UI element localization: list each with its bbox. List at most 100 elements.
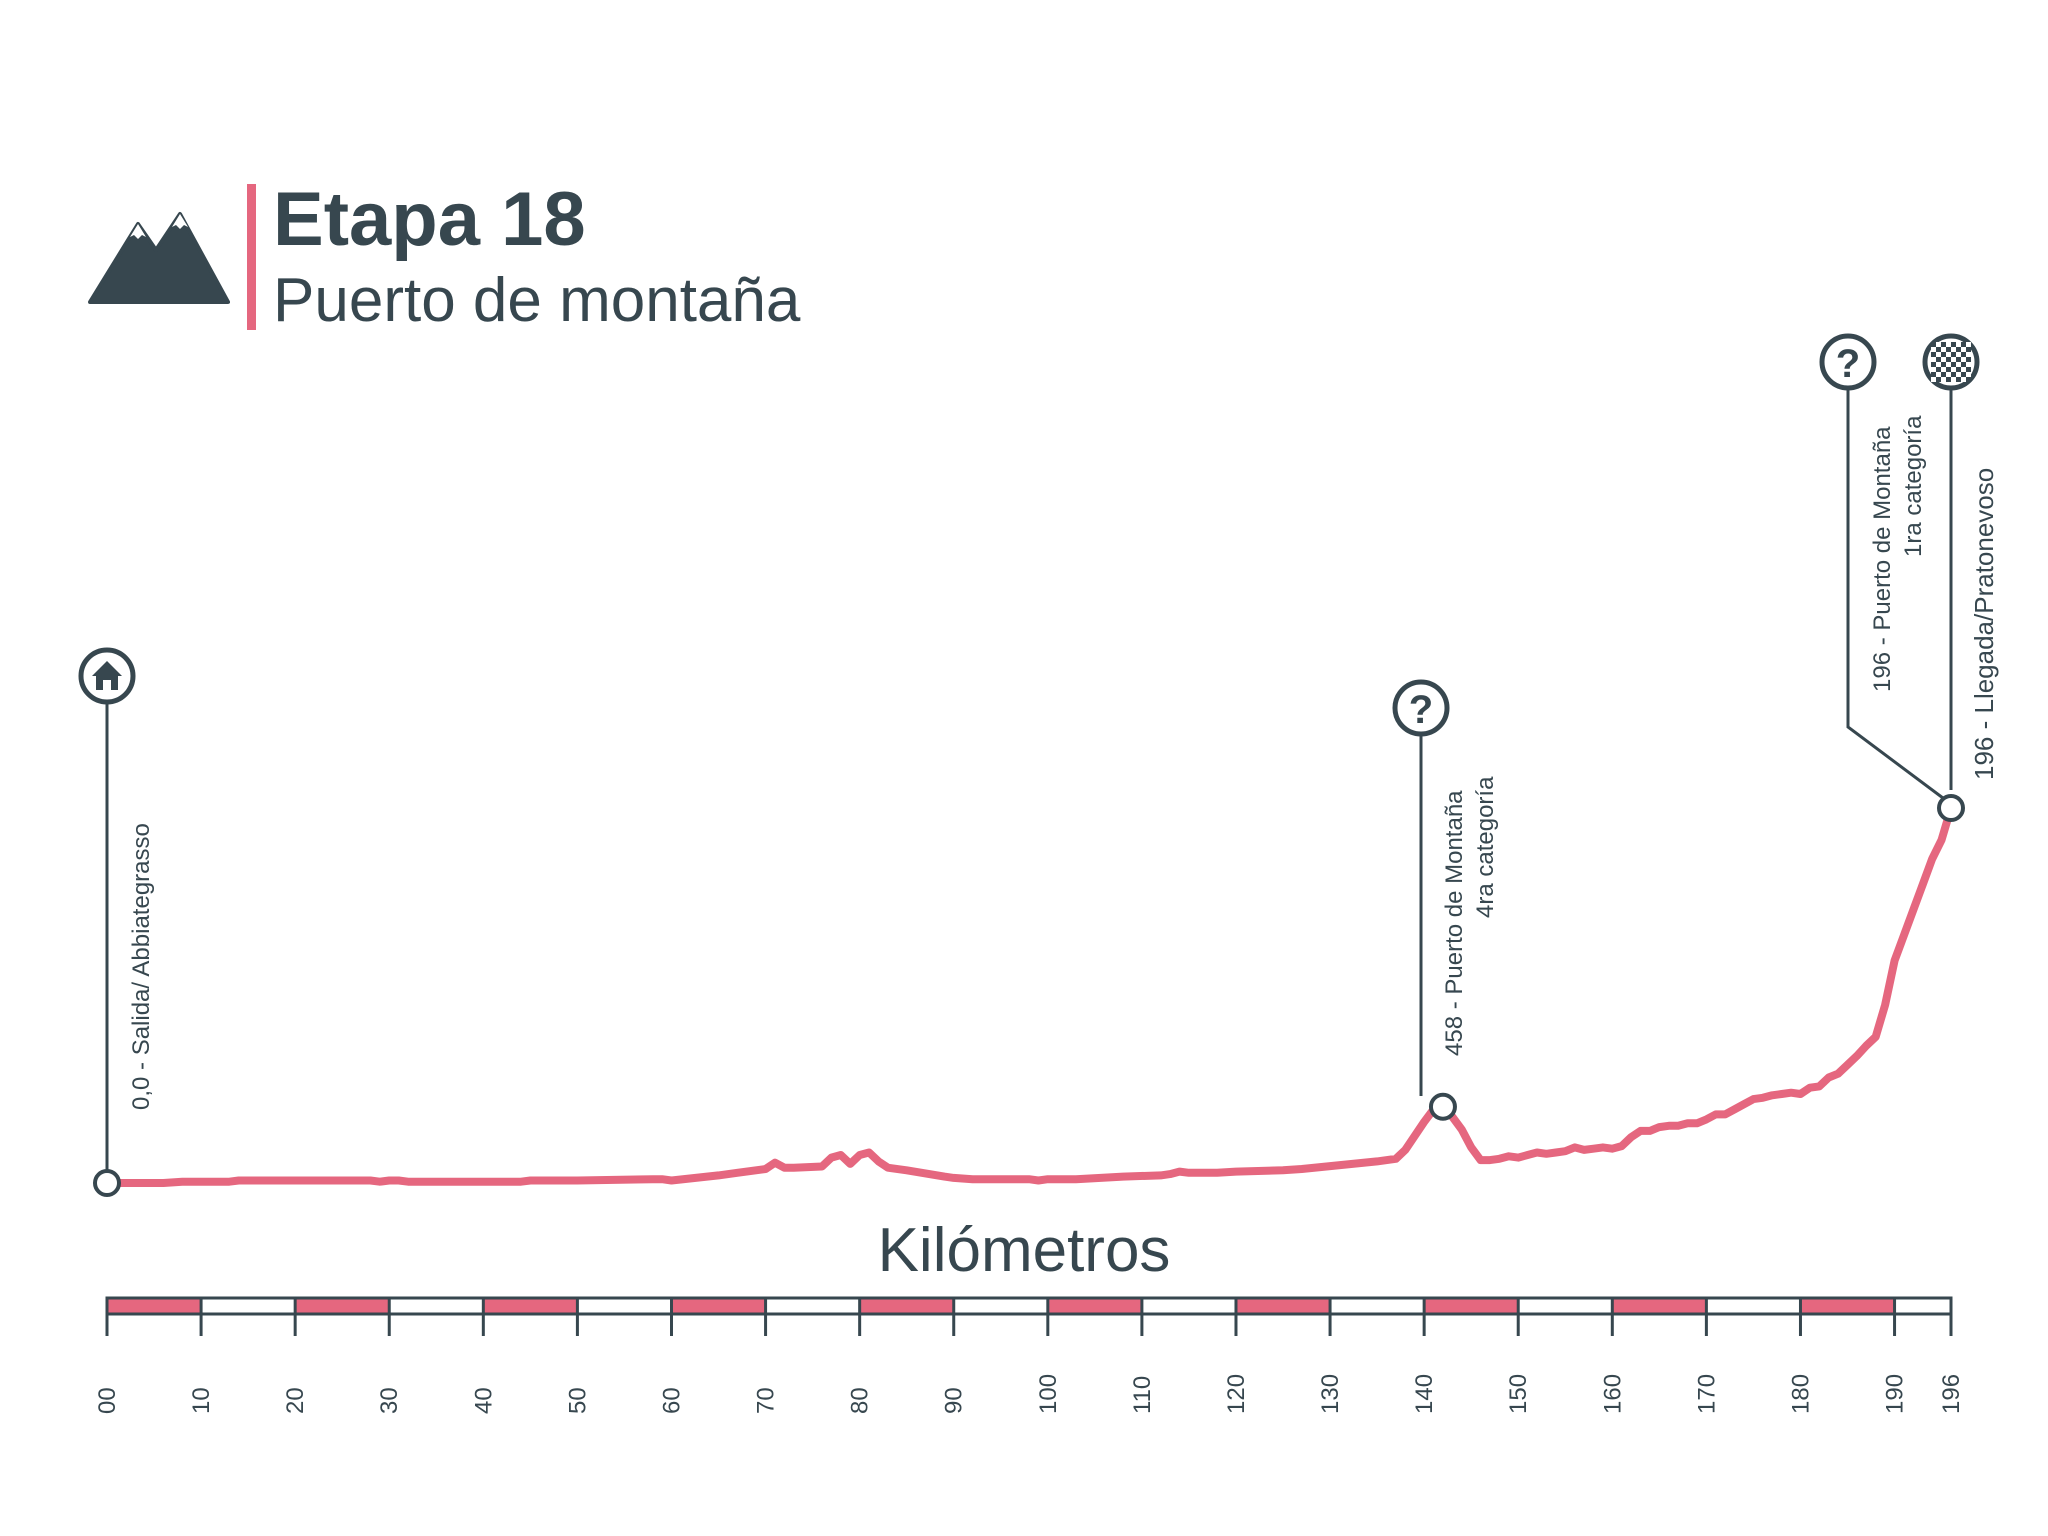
- home-icon: [92, 661, 122, 690]
- checker-square: [1966, 372, 1971, 377]
- checker-square: [1956, 362, 1961, 367]
- checker-square: [1951, 367, 1956, 372]
- checker-square: [1961, 362, 1966, 367]
- checker-square: [1936, 342, 1941, 347]
- finish-label: 196 - Llegada/Pratonevoso: [1969, 468, 1999, 780]
- checker-square: [1931, 342, 1936, 347]
- checker-square: [1956, 367, 1961, 372]
- summit-marker: ? 196 - Puerto de Montaña 1ra categoría: [1819, 333, 1952, 806]
- axis-segment: [1894, 1298, 1951, 1314]
- checker-square: [1941, 362, 1946, 367]
- checker-square: [1966, 367, 1971, 372]
- axis-tick-label: 110: [1129, 1376, 1156, 1414]
- checker-square: [1966, 347, 1971, 352]
- checker-square: [1966, 377, 1971, 382]
- axis-segment: [859, 1298, 954, 1314]
- checker-square: [1951, 372, 1956, 377]
- axis-segment: [107, 1298, 202, 1314]
- checker-square: [1936, 362, 1941, 367]
- axis-segment: [1800, 1298, 1895, 1314]
- checker-square: [1961, 347, 1966, 352]
- axis-segment: [1424, 1298, 1519, 1314]
- axis-tick-label: 20: [282, 1387, 309, 1414]
- checker-square: [1931, 377, 1936, 382]
- checker-square: [1966, 357, 1971, 362]
- axis-tick-label: 196: [1938, 1374, 1965, 1414]
- climb-point: [1428, 1092, 1457, 1121]
- checker-square: [1941, 342, 1946, 347]
- axis-segment: [1330, 1298, 1425, 1314]
- axis-segment: [1612, 1298, 1707, 1314]
- checker-square: [1956, 372, 1961, 377]
- axis-segment: [1047, 1298, 1142, 1314]
- checker-square: [1961, 377, 1966, 382]
- checker-square: [1941, 357, 1946, 362]
- checker-square: [1966, 342, 1971, 347]
- checker-square: [1961, 342, 1966, 347]
- start-point: [93, 1169, 121, 1197]
- checker-square: [1956, 347, 1961, 352]
- axis-segment: [953, 1298, 1048, 1314]
- checker-square: [1956, 352, 1961, 357]
- checker-square: [1931, 362, 1936, 367]
- checker-square: [1951, 357, 1956, 362]
- page-subtitle: Puerto de montaña: [273, 266, 801, 335]
- axis-segment: [1518, 1298, 1613, 1314]
- axis-segment: [1235, 1298, 1331, 1314]
- checker-square: [1941, 372, 1946, 377]
- axis-segment: [1141, 1298, 1236, 1314]
- checker-square: [1941, 367, 1946, 372]
- axis-segment: [483, 1298, 578, 1314]
- axis-tick-label: 60: [658, 1387, 685, 1414]
- x-axis-title: Kilómetros: [877, 1216, 1171, 1285]
- checker-square: [1931, 367, 1936, 372]
- checker-square: [1936, 377, 1941, 382]
- checker-square: [1951, 352, 1956, 357]
- finish-point: [1937, 794, 1965, 822]
- checker-square: [1946, 362, 1951, 367]
- axis-tick-label: 130: [1317, 1374, 1344, 1414]
- checker-square: [1936, 347, 1941, 352]
- axis-tick-label: 70: [753, 1387, 780, 1414]
- checker-square: [1931, 357, 1936, 362]
- axis-tick-label: 180: [1787, 1374, 1814, 1414]
- checker-square: [1961, 357, 1966, 362]
- distance-axis: 00 10 20 30 40 50 60 70 80 90 100 110 120 130 140 150 16…: [94, 1296, 1965, 1414]
- axis-tick-label: 30: [376, 1387, 403, 1414]
- checker-square: [1941, 347, 1946, 352]
- axis-tick-label: 120: [1223, 1374, 1250, 1414]
- checker-square: [1946, 342, 1951, 347]
- axis-segment: [201, 1298, 296, 1314]
- checker-square: [1941, 352, 1946, 357]
- start-label: 0,0 - Salida/ Abbiategrasso: [128, 823, 155, 1110]
- axis-tick-label: 50: [564, 1387, 591, 1414]
- axis-tick-label: 40: [470, 1387, 497, 1414]
- checker-square: [1961, 352, 1966, 357]
- checker-square: [1936, 352, 1941, 357]
- mountain-icon: [88, 212, 230, 304]
- checker-square: [1961, 372, 1966, 377]
- page-title: Etapa 18: [273, 177, 586, 262]
- checker-square: [1946, 347, 1951, 352]
- elevation-profile-line: [103, 804, 1955, 1187]
- axis-segment: [295, 1298, 390, 1314]
- axis-tick-label: 140: [1411, 1374, 1438, 1414]
- checker-square: [1946, 377, 1951, 382]
- checker-square: [1956, 377, 1961, 382]
- axis-tick-label: 150: [1505, 1374, 1532, 1414]
- checker-square: [1951, 342, 1956, 347]
- checker-square: [1951, 362, 1956, 367]
- checker-square: [1946, 372, 1951, 377]
- checker-square: [1936, 372, 1941, 377]
- checker-square: [1946, 352, 1951, 357]
- climb-marker: ? 458 - Puerto de Montaña 4ra categoría: [1392, 679, 1499, 1096]
- axis-segment: [765, 1298, 860, 1314]
- checker-square: [1966, 362, 1971, 367]
- checker-square: [1931, 352, 1936, 357]
- checker-square: [1961, 367, 1966, 372]
- checker-square: [1966, 352, 1971, 357]
- checker-square: [1936, 357, 1941, 362]
- summit-label-line2: 1ra categoría: [1900, 415, 1927, 557]
- checker-square: [1956, 342, 1961, 347]
